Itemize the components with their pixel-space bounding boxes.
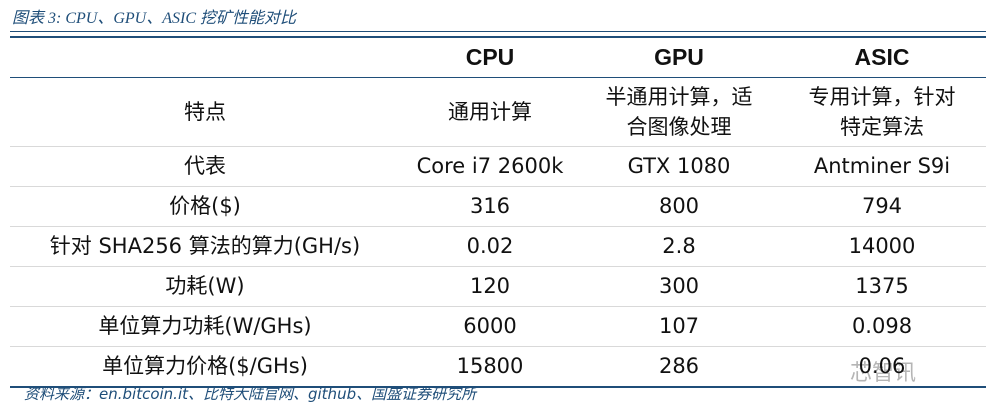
- table-row: 针对 SHA256 算法的算力(GH/s) 0.02 2.8 14000: [10, 226, 986, 266]
- row-rule: [10, 186, 986, 187]
- table-cell: 316: [400, 186, 580, 226]
- text-line: 2.8: [662, 234, 696, 258]
- text-line: GTX 1080: [627, 154, 731, 178]
- table-cell: 107: [580, 306, 778, 346]
- text-line: 合图像处理: [626, 115, 732, 139]
- text-line: 316: [469, 194, 511, 218]
- text-line: 800: [658, 194, 700, 218]
- table-row: 功耗(W) 120 300 1375: [10, 266, 986, 306]
- text-line: 0.06: [858, 354, 906, 378]
- row-rule: [10, 146, 986, 147]
- table-row: 单位算力价格($/GHs) 15800 286 0.06: [10, 346, 986, 386]
- table-cell: 2.8: [580, 226, 778, 266]
- text-line: 价格($): [169, 194, 241, 218]
- row-rule: [10, 386, 986, 388]
- text-line: 代表: [184, 154, 226, 178]
- text-line: 0.098: [851, 314, 913, 338]
- table-cell: 0.098: [778, 306, 986, 346]
- row-rule: [10, 266, 986, 267]
- table-cell: 794: [778, 186, 986, 226]
- text-line: 特定算法: [840, 115, 924, 139]
- text-line: 单位算力价格($/GHs): [102, 354, 308, 378]
- text-line: 6000: [463, 314, 517, 338]
- text-line: 300: [658, 274, 700, 298]
- table-cell: 0.06: [778, 346, 986, 386]
- table-cell: 半通用计算，适 合图像处理: [580, 78, 778, 146]
- column-header: CPU: [465, 44, 515, 70]
- text-line: 286: [658, 354, 700, 378]
- table-cell: 14000: [778, 226, 986, 266]
- table-cell: 通用计算: [400, 78, 580, 146]
- table-cell: 800: [580, 186, 778, 226]
- table-top-rule: [10, 36, 986, 38]
- text-line: 功耗(W): [165, 274, 245, 298]
- row-label: 单位算力价格($/GHs): [10, 346, 400, 386]
- table-row: 代表 Core i7 2600k GTX 1080 Antminer S9i: [10, 146, 986, 186]
- text-line: 14000: [848, 234, 916, 258]
- row-label: 针对 SHA256 算法的算力(GH/s): [10, 226, 400, 266]
- row-rule: [10, 306, 986, 307]
- table-cell: GTX 1080: [580, 146, 778, 186]
- text-line: 120: [469, 274, 511, 298]
- table-row: 特点 通用计算 半通用计算，适 合图像处理 专用计算，针对 特定算法: [10, 78, 986, 146]
- watermark: 芯智讯: [850, 361, 917, 386]
- row-label: 功耗(W): [10, 266, 400, 306]
- text-line: 专用计算，针对: [808, 85, 956, 109]
- title-rule: [10, 31, 986, 32]
- text-line: Core i7 2600k: [416, 154, 564, 178]
- column-header: ASIC: [854, 44, 910, 70]
- text-line: 通用计算: [448, 100, 532, 124]
- text-line: 15800: [456, 354, 524, 378]
- table-cell: 1375: [778, 266, 986, 306]
- column-header: GPU: [654, 44, 704, 70]
- table-cell: 120: [400, 266, 580, 306]
- row-rule: [10, 226, 986, 227]
- table-cell: Antminer S9i: [778, 146, 986, 186]
- row-label: 代表: [10, 146, 400, 186]
- text-line: 0.02: [466, 234, 514, 258]
- row-rule: [10, 77, 986, 78]
- source: 资料来源：en.bitcoin.it、比特大陆官网、github、国盛证券研究所: [24, 385, 477, 403]
- row-rule: [10, 346, 986, 347]
- text-line: 107: [658, 314, 700, 338]
- table-row: 单位算力功耗(W/GHs) 6000 107 0.098: [10, 306, 986, 346]
- row-label: 特点: [10, 78, 400, 146]
- row-label: 单位算力功耗(W/GHs): [10, 306, 400, 346]
- text-line: 794: [861, 194, 903, 218]
- table-row: 价格($) 316 800 794: [10, 186, 986, 226]
- text-line: Antminer S9i: [813, 154, 951, 178]
- text-line: 针对 SHA256 算法的算力(GH/s): [49, 234, 361, 258]
- table-cell: 286: [580, 346, 778, 386]
- table-cell: 专用计算，针对 特定算法: [778, 78, 986, 146]
- text-line: 特点: [184, 100, 226, 124]
- table-cell: 6000: [400, 306, 580, 346]
- text-line: 半通用计算，适: [605, 85, 753, 109]
- table-cell: 0.02: [400, 226, 580, 266]
- table-cell: 15800: [400, 346, 580, 386]
- text-line: 1375: [855, 274, 909, 298]
- row-label: 价格($): [10, 186, 400, 226]
- title: 图表 3: CPU、GPU、ASIC 挖矿性能对比: [12, 10, 296, 27]
- text-line: 单位算力功耗(W/GHs): [98, 314, 312, 338]
- table-cell: 300: [580, 266, 778, 306]
- table-cell: Core i7 2600k: [400, 146, 580, 186]
